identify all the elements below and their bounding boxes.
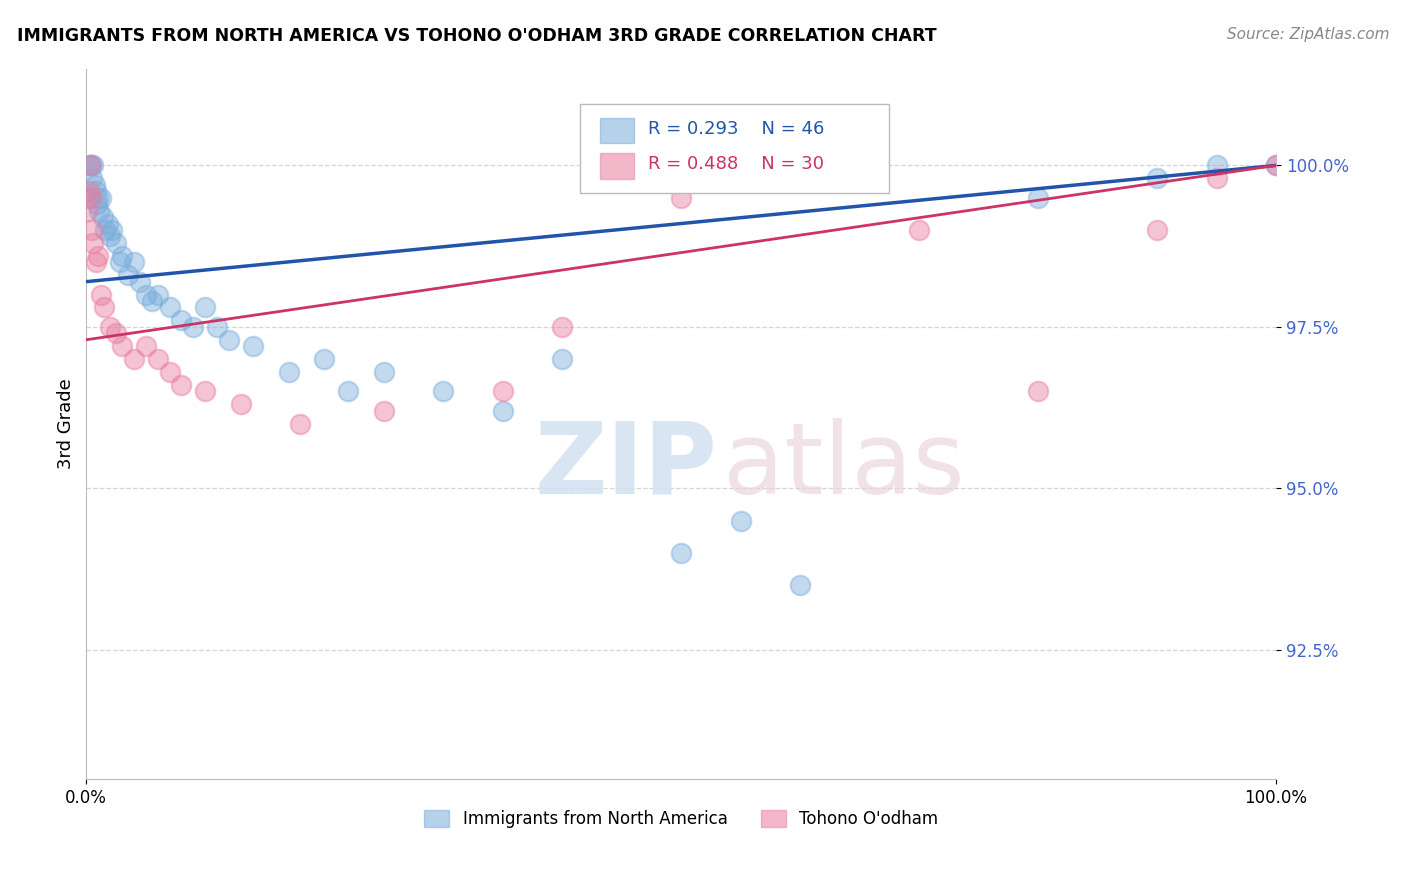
Point — [84, 184, 107, 198]
Point — [229, 397, 252, 411]
Point — [84, 255, 107, 269]
Point — [218, 333, 240, 347]
Point — [551, 352, 574, 367]
Point — [86, 197, 108, 211]
Point — [87, 191, 110, 205]
Point — [98, 229, 121, 244]
Point — [105, 235, 128, 250]
Point — [159, 301, 181, 315]
Point — [79, 158, 101, 172]
Point — [105, 326, 128, 341]
Point — [77, 184, 100, 198]
Point — [87, 249, 110, 263]
Point — [277, 365, 299, 379]
Point — [337, 384, 360, 399]
Point — [135, 287, 157, 301]
Point — [111, 339, 134, 353]
FancyBboxPatch shape — [581, 104, 890, 193]
Point — [159, 365, 181, 379]
Point — [730, 514, 752, 528]
Point — [789, 578, 811, 592]
Point — [76, 203, 98, 218]
Point — [551, 319, 574, 334]
Point — [91, 210, 114, 224]
Point — [432, 384, 454, 399]
Point — [83, 178, 105, 192]
Point — [98, 319, 121, 334]
Point — [194, 301, 217, 315]
Point — [314, 352, 336, 367]
Point — [1205, 158, 1227, 172]
Point — [1026, 191, 1049, 205]
Point — [90, 287, 112, 301]
Bar — [600, 118, 634, 143]
Point — [242, 339, 264, 353]
Y-axis label: 3rd Grade: 3rd Grade — [58, 378, 75, 469]
Text: R = 0.293    N = 46: R = 0.293 N = 46 — [648, 120, 824, 138]
Point — [82, 171, 104, 186]
Legend: Immigrants from North America, Tohono O'odham: Immigrants from North America, Tohono O'… — [418, 803, 945, 835]
Point — [141, 293, 163, 308]
Point — [77, 191, 100, 205]
Point — [101, 223, 124, 237]
Point — [135, 339, 157, 353]
Point — [492, 404, 515, 418]
Point — [1205, 171, 1227, 186]
Text: ZIP: ZIP — [534, 417, 717, 515]
Point — [290, 417, 312, 431]
Point — [373, 404, 395, 418]
Point — [205, 319, 228, 334]
Point — [80, 191, 103, 205]
Point — [1026, 384, 1049, 399]
Point — [122, 352, 145, 367]
Point — [80, 158, 103, 172]
Point — [108, 255, 131, 269]
Point — [82, 223, 104, 237]
Point — [117, 268, 139, 282]
Point — [170, 313, 193, 327]
Point — [669, 191, 692, 205]
Point — [94, 223, 117, 237]
Point — [90, 191, 112, 205]
Point — [82, 158, 104, 172]
Point — [1146, 171, 1168, 186]
Bar — [600, 153, 634, 178]
Point — [492, 384, 515, 399]
Text: IMMIGRANTS FROM NORTH AMERICA VS TOHONO O'ODHAM 3RD GRADE CORRELATION CHART: IMMIGRANTS FROM NORTH AMERICA VS TOHONO … — [17, 27, 936, 45]
Point — [669, 546, 692, 560]
Point — [194, 384, 217, 399]
Point — [1146, 223, 1168, 237]
Point — [908, 223, 931, 237]
Point — [128, 275, 150, 289]
Point — [122, 255, 145, 269]
Point — [373, 365, 395, 379]
Point — [183, 319, 205, 334]
Point — [146, 287, 169, 301]
Point — [89, 203, 111, 218]
Point — [93, 301, 115, 315]
Text: atlas: atlas — [723, 417, 965, 515]
Point — [146, 352, 169, 367]
Text: R = 0.488    N = 30: R = 0.488 N = 30 — [648, 155, 824, 173]
Point — [170, 378, 193, 392]
Text: Source: ZipAtlas.com: Source: ZipAtlas.com — [1226, 27, 1389, 42]
Point — [1265, 158, 1288, 172]
Point — [79, 158, 101, 172]
Point — [82, 235, 104, 250]
Point — [111, 249, 134, 263]
Point — [97, 217, 120, 231]
Point — [1265, 158, 1288, 172]
